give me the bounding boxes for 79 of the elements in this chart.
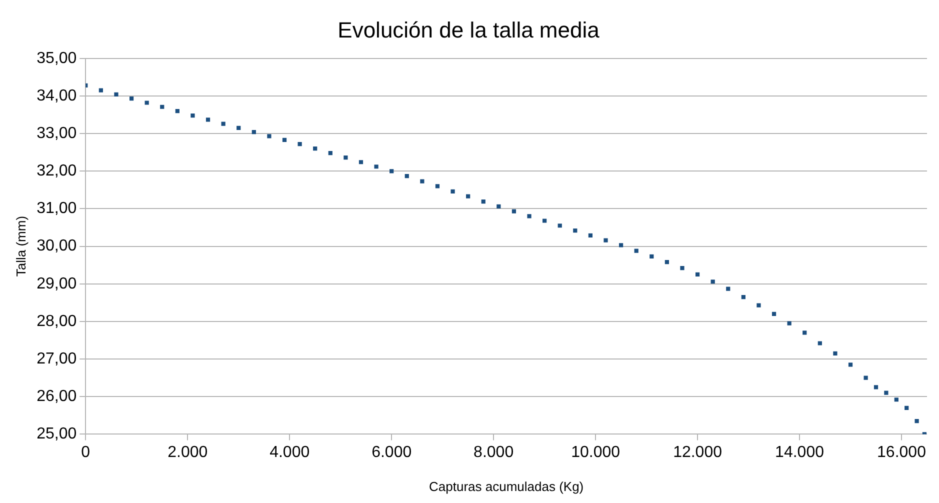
x-tick-label: 8.000: [474, 444, 514, 462]
point: [221, 122, 226, 126]
y-tick-label: 35,00: [36, 50, 77, 67]
point: [650, 254, 654, 258]
point: [904, 406, 909, 410]
point: [252, 130, 256, 134]
y-tick-label: 26,00: [36, 388, 77, 406]
point: [374, 164, 378, 169]
x-tick-label: 10.000: [571, 444, 620, 462]
point: [114, 92, 118, 97]
x-tick-label: 6.000: [372, 444, 412, 462]
point: [527, 214, 532, 218]
point: [664, 260, 669, 264]
point: [512, 209, 516, 214]
x-axis-title: Capturas acumuladas (Kg): [429, 478, 584, 494]
point: [848, 362, 853, 367]
point: [787, 321, 792, 326]
point: [206, 118, 210, 122]
point: [710, 280, 715, 284]
x-tick-label: 16.000: [877, 444, 926, 462]
y-tick-label: 29,00: [36, 275, 77, 292]
point: [558, 224, 562, 228]
point: [726, 286, 730, 291]
point: [833, 351, 838, 356]
point: [466, 194, 470, 198]
chart-title: Evolución de la talla media: [338, 17, 600, 42]
point: [328, 151, 332, 156]
y-tick-label: 27,00: [36, 350, 77, 368]
point: [818, 341, 822, 346]
y-tick-label: 32,00: [36, 162, 77, 180]
point: [914, 418, 919, 424]
point: [358, 160, 364, 164]
point: [160, 104, 164, 109]
point: [420, 179, 424, 184]
x-tick-label: 0: [81, 444, 90, 462]
point: [144, 100, 149, 105]
point: [175, 108, 180, 114]
point: [390, 169, 394, 174]
point: [404, 174, 409, 178]
point: [884, 390, 888, 395]
x-tick-label: 4.000: [270, 444, 310, 462]
y-tick-label: 31,00: [36, 200, 77, 218]
point: [282, 138, 287, 142]
point: [190, 113, 195, 118]
point: [129, 96, 134, 101]
point: [435, 184, 440, 188]
point: [344, 156, 348, 160]
point: [634, 248, 638, 253]
point: [573, 228, 578, 233]
point: [298, 142, 302, 146]
point: [267, 134, 272, 138]
point: [236, 126, 241, 130]
point: [680, 266, 684, 270]
y-tick-label: 33,00: [36, 124, 77, 142]
y-tick-label: 25,00: [36, 426, 77, 443]
point: [756, 303, 761, 308]
point: [496, 204, 501, 209]
point: [695, 272, 700, 277]
point: [542, 218, 547, 223]
point: [604, 238, 608, 242]
point: [450, 189, 455, 194]
point: [874, 385, 878, 390]
point: [741, 294, 746, 300]
y-tick-label: 30,00: [36, 238, 77, 255]
point: [313, 146, 318, 151]
x-tick-label: 2.000: [168, 444, 208, 462]
point: [618, 243, 624, 248]
point: [481, 200, 486, 204]
point: [894, 398, 898, 402]
point: [772, 312, 776, 316]
y-tick-label: 28,00: [36, 312, 77, 330]
y-axis-title: Talla (mm): [13, 216, 28, 277]
point: [588, 233, 593, 238]
point: [864, 376, 868, 380]
point: [802, 330, 807, 335]
point: [98, 88, 103, 92]
x-tick-label: 12.000: [673, 444, 722, 462]
x-tick-label: 14.000: [775, 444, 824, 462]
y-tick-label: 34,00: [36, 87, 77, 104]
